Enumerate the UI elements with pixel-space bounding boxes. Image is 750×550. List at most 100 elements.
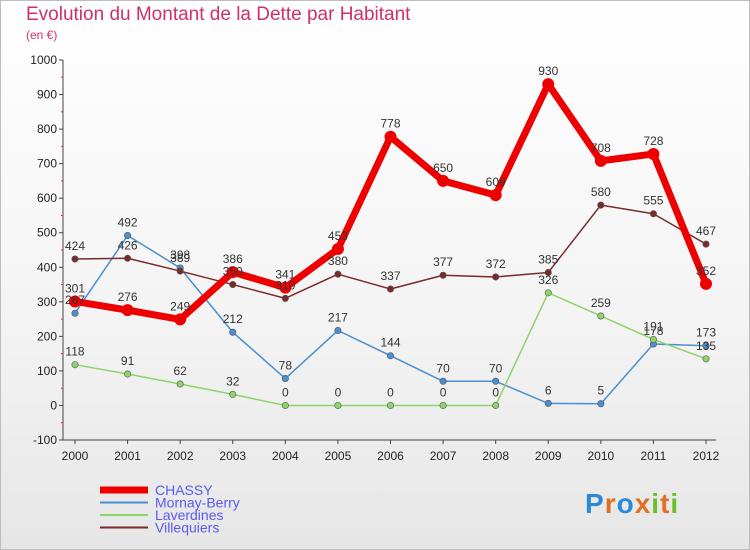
- y-tick-label: 400: [37, 260, 57, 274]
- logo-letter: t: [660, 488, 671, 519]
- logo-letter: r: [604, 488, 617, 519]
- data-label-mornay-berry: 492: [118, 215, 138, 229]
- data-label-chassy: 650: [433, 161, 453, 175]
- data-label-villequiers: 555: [643, 194, 663, 208]
- data-point-chassy: [489, 189, 502, 202]
- data-point-mornay-berry: [439, 377, 447, 385]
- data-label-laverdines: 326: [538, 273, 558, 287]
- x-tick-label: 2000: [62, 449, 89, 463]
- data-point-villequiers: [334, 270, 342, 278]
- data-point-villequiers: [597, 201, 605, 209]
- data-label-chassy: 778: [380, 117, 400, 131]
- data-point-mornay-berry: [71, 309, 79, 317]
- logo-letter: i: [651, 488, 661, 519]
- data-label-mornay-berry: 78: [279, 359, 293, 373]
- data-point-chassy: [542, 78, 555, 91]
- proxiti-logo: Proxiti: [585, 488, 679, 520]
- data-point-laverdines: [544, 289, 552, 297]
- y-tick-label: 0: [50, 398, 57, 412]
- data-label-laverdines: 191: [643, 319, 663, 333]
- data-label-chassy: 728: [643, 134, 663, 148]
- data-point-villequiers: [71, 255, 79, 263]
- data-point-laverdines: [334, 401, 342, 409]
- data-label-mornay-berry: 6: [545, 383, 552, 397]
- data-label-laverdines: 62: [173, 364, 187, 378]
- data-label-mornay-berry: 5: [597, 384, 604, 398]
- data-label-chassy: 609: [486, 175, 506, 189]
- data-label-laverdines: 0: [492, 385, 499, 399]
- data-label-villequiers: 580: [591, 185, 611, 199]
- data-label-chassy: 453: [328, 229, 348, 243]
- data-point-villequiers: [281, 294, 289, 302]
- chart-subtitle: (en €): [26, 28, 58, 42]
- y-tick-label: -100: [33, 433, 57, 447]
- data-point-mornay-berry: [702, 342, 710, 350]
- data-point-laverdines: [386, 401, 394, 409]
- data-label-mornay-berry: 173: [696, 326, 716, 340]
- data-label-laverdines: 0: [387, 385, 394, 399]
- logo-letter: P: [585, 488, 605, 519]
- x-tick-label: 2011: [641, 449, 667, 463]
- data-label-chassy: 386: [223, 252, 243, 266]
- data-point-mornay-berry: [334, 326, 342, 334]
- data-label-laverdines: 91: [121, 354, 135, 368]
- data-point-mornay-berry: [597, 400, 605, 408]
- y-tick-label: 100: [37, 364, 57, 378]
- data-point-laverdines: [176, 380, 184, 388]
- data-label-mornay-berry: 212: [223, 312, 243, 326]
- data-point-chassy: [69, 295, 81, 308]
- data-point-laverdines: [124, 370, 132, 378]
- legend-label-mornay-berry: Mornay-Berry: [155, 495, 240, 511]
- data-label-villequiers: 377: [433, 255, 453, 269]
- data-point-mornay-berry: [386, 352, 394, 360]
- data-label-laverdines: 0: [335, 385, 342, 399]
- data-point-laverdines: [649, 335, 657, 343]
- data-label-laverdines: 32: [226, 374, 240, 388]
- data-point-chassy: [279, 281, 292, 294]
- data-point-mornay-berry: [544, 399, 552, 407]
- data-label-mornay-berry: 267: [65, 293, 85, 307]
- data-point-laverdines: [281, 401, 289, 409]
- data-label-mornay-berry: 70: [489, 361, 503, 375]
- data-point-villequiers: [544, 268, 552, 276]
- data-label-laverdines: 0: [282, 385, 289, 399]
- data-label-villequiers: 424: [65, 239, 85, 253]
- x-tick-label: 2008: [482, 449, 509, 463]
- y-tick-label: 600: [37, 191, 57, 205]
- y-tick-label: 900: [37, 88, 57, 102]
- data-point-mornay-berry: [124, 231, 132, 239]
- data-point-chassy: [700, 277, 712, 290]
- data-label-chassy: 341: [275, 268, 295, 282]
- y-tick-label: 1000: [30, 53, 57, 67]
- data-point-villequiers: [649, 210, 657, 218]
- legend-label-chassy: CHASSY: [155, 482, 213, 498]
- x-tick-label: 2007: [430, 449, 457, 463]
- x-tick-label: 2009: [535, 449, 562, 463]
- legend-label-villequiers: Villequiers: [155, 520, 219, 536]
- data-point-laverdines: [702, 355, 710, 363]
- data-label-villequiers: 380: [328, 254, 348, 268]
- logo-letter: i: [670, 488, 680, 519]
- y-tick-label: 700: [37, 157, 57, 171]
- y-tick-label: 200: [37, 329, 57, 343]
- data-label-chassy: 930: [538, 64, 558, 78]
- data-point-villequiers: [124, 254, 132, 262]
- data-point-chassy: [174, 313, 187, 326]
- x-tick-label: 2005: [325, 449, 352, 463]
- data-point-laverdines: [597, 312, 605, 320]
- data-label-chassy: 249: [170, 299, 190, 313]
- data-point-laverdines: [492, 401, 500, 409]
- data-point-mornay-berry: [281, 375, 289, 383]
- data-label-chassy: 276: [118, 290, 138, 304]
- data-point-laverdines: [439, 401, 447, 409]
- legend-label-laverdines: Laverdines: [155, 507, 224, 523]
- data-point-laverdines: [71, 361, 79, 369]
- data-label-laverdines: 0: [440, 385, 447, 399]
- y-tick-label: 500: [37, 226, 57, 240]
- data-label-mornay-berry: 144: [380, 336, 400, 350]
- x-tick-label: 2010: [587, 449, 614, 463]
- data-point-chassy: [437, 174, 450, 187]
- data-label-mornay-berry: 178: [643, 324, 663, 338]
- data-point-villequiers: [176, 267, 184, 275]
